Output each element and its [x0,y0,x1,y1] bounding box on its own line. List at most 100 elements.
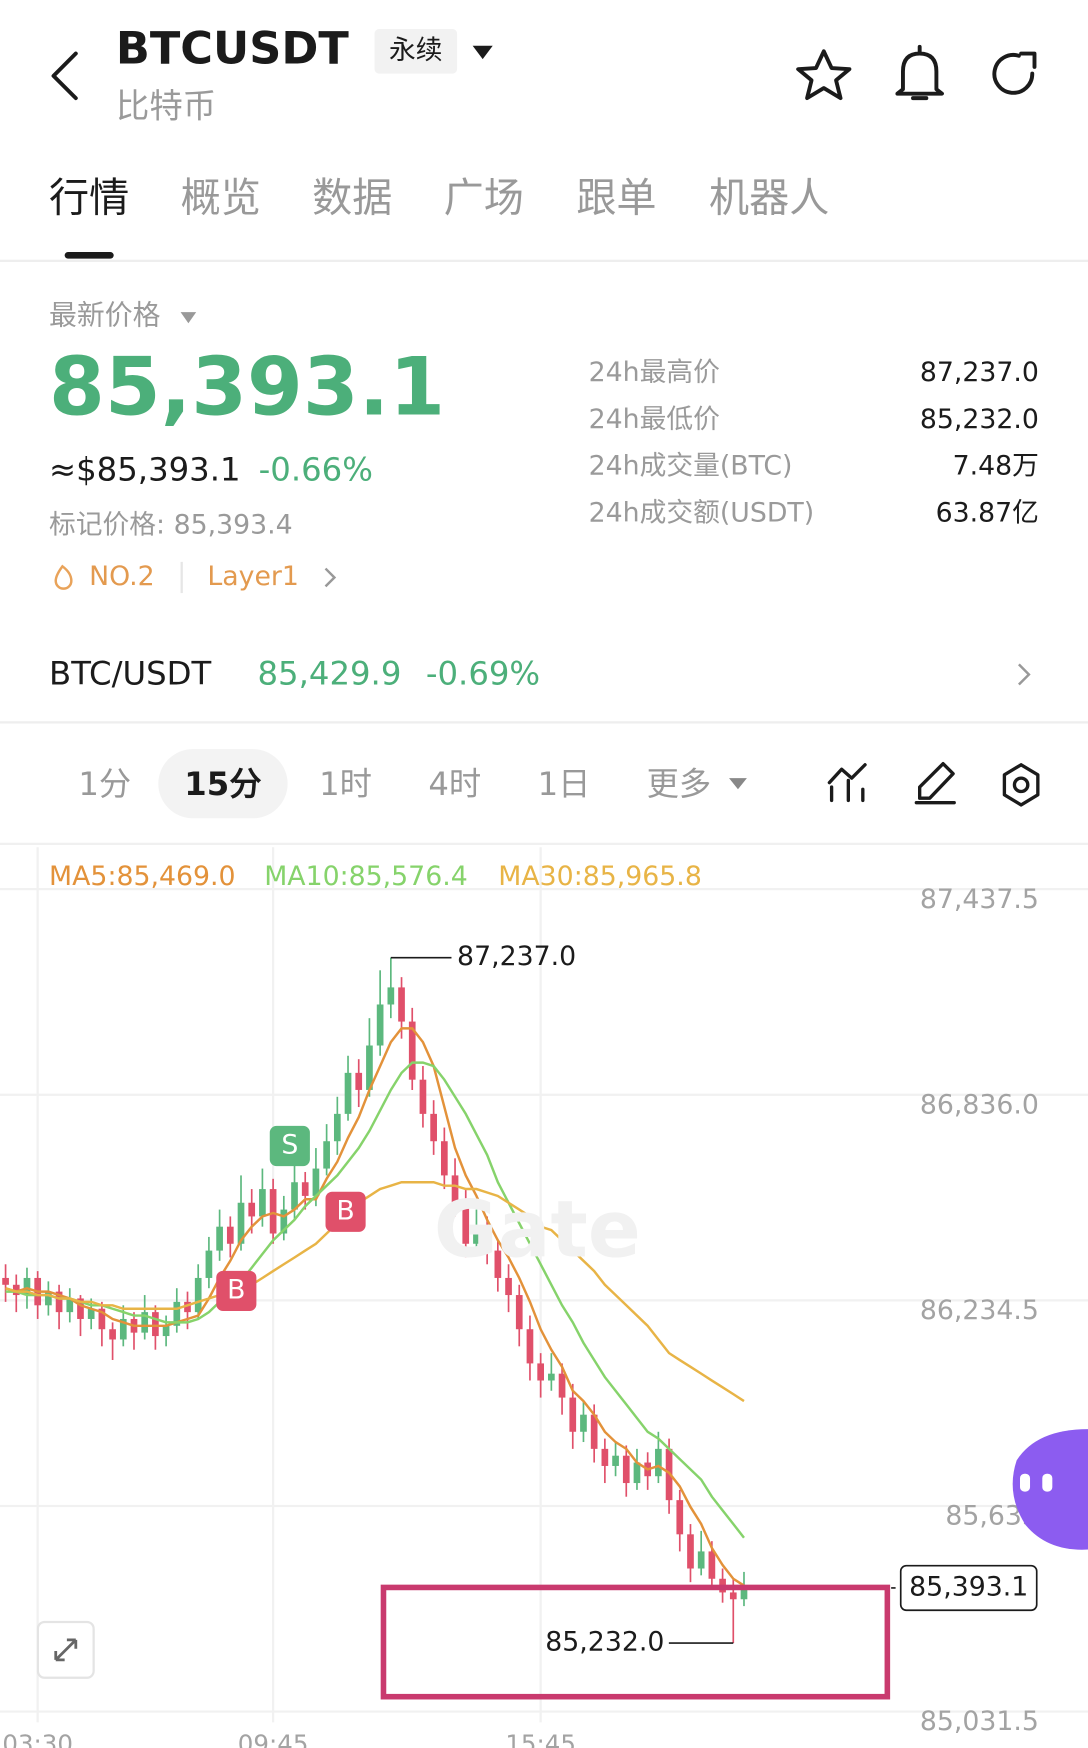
interval[interactable]: 更多 [647,765,712,803]
candle-body [708,1551,716,1579]
stat-label: 24h最低价 [589,404,720,435]
alert-icon[interactable] [895,44,944,101]
tab[interactable]: 广场 [444,176,524,222]
candle-body [23,1277,31,1296]
fire-icon [54,564,73,590]
interval[interactable]: 4时 [428,765,481,803]
draw-icon[interactable] [914,761,956,805]
assistant-eye [1020,1473,1031,1492]
y-tick-label: 86,836.0 [920,1089,1039,1120]
trade-marker-label: S [281,1130,298,1161]
candle-body [376,1004,384,1046]
candle-body [301,1182,309,1196]
interval[interactable]: 1时 [319,765,372,803]
candle-body [173,1301,181,1326]
stat-value: 63.87亿 [936,497,1039,528]
trade-marker-label: B [227,1274,245,1305]
candle-body [312,1168,320,1196]
candle-body [740,1587,748,1600]
dropdown[interactable] [729,778,747,790]
tab[interactable]: 概览 [181,176,261,222]
usd-price: ≈$85,393.1 [49,451,241,489]
fullscreen-icon [54,1638,78,1662]
candle-body [505,1277,512,1296]
change: -0.66% [259,451,373,489]
symbol: BTCUSDT [116,22,349,74]
candle-body [558,1373,566,1398]
candle-body [548,1373,555,1381]
candle-body [216,1226,223,1251]
y-tick-label: 85,031.5 [920,1706,1039,1737]
candle-body [687,1534,694,1569]
legend-entry: MA5:85,469.0 [49,861,236,892]
candle-body [430,1113,437,1142]
ma-line [5,1181,745,1403]
candle-body [729,1592,737,1600]
candle-body [77,1298,84,1319]
interval[interactable]: 15分 [184,765,261,803]
tab[interactable]: 机器人 [709,176,829,222]
spot-pair[interactable]: BTC/USDT [49,655,212,693]
candle-body [55,1291,63,1313]
candle-body [419,1079,427,1114]
candle-body [355,1072,363,1090]
candle-body [248,1202,256,1217]
candle-body [633,1462,641,1484]
indicator-icon[interactable] [827,763,867,803]
interval[interactable]: 1日 [538,765,591,803]
candle-body [526,1329,534,1364]
last-price-label: 85,393.1 [909,1571,1028,1602]
candle-body [569,1397,577,1432]
candle-body [601,1448,609,1466]
ma-line [5,1061,745,1539]
spot-change: -0.69% [426,655,540,693]
favorite-icon[interactable] [796,49,852,101]
dropdown[interactable] [180,312,197,324]
x-tick-label: 09:45 [238,1730,309,1748]
candle-body [483,1226,491,1251]
stat-value: 85,232.0 [920,404,1039,435]
assistant-eye [1042,1473,1053,1492]
tag[interactable]: Layer1 [207,561,299,592]
dropdown[interactable] [472,45,493,60]
candle-body [119,1318,127,1340]
candle-body [323,1141,330,1169]
candle-body [152,1312,159,1337]
candlestick-chart: 85,031.585,63386,234.586,836.087,437.503… [0,847,1088,1748]
candle-body [109,1329,116,1340]
candle-body [194,1277,202,1313]
candle-body [98,1308,106,1330]
chevron [324,567,337,588]
y-tick-label: 87,437.5 [920,884,1039,915]
refresh-icon[interactable] [992,51,1037,95]
contract: 永续 [389,35,443,66]
stat-label: 24h最高价 [589,357,720,388]
candle-body [2,1277,9,1285]
last-price-box [899,1564,1038,1612]
settings-icon[interactable] [1002,763,1040,807]
coin-name: 比特币 [116,87,216,126]
candle-body [451,1175,459,1203]
candle-body [237,1202,245,1244]
tab[interactable]: 行情 [49,176,129,222]
candle-body [612,1455,619,1466]
active-tab-indicator [64,251,114,259]
stat-value: 87,237.0 [920,357,1039,388]
contract-badge [374,29,458,74]
candle-body [515,1295,523,1330]
chevron[interactable] [1018,663,1031,686]
ma-line [5,1027,745,1587]
rank[interactable]: NO.2 [89,561,155,592]
back-button[interactable] [51,51,78,101]
candle-body [580,1414,587,1432]
candle-body [269,1189,277,1234]
legend-entry: MA10:85,576.4 [264,861,468,892]
tab[interactable]: 数据 [312,176,392,222]
settings-icon-dot [1012,776,1030,794]
candle-body [344,1072,352,1114]
tab[interactable]: 跟单 [576,176,656,222]
interval[interactable]: 1分 [78,765,131,803]
low-label: 85,232.0 [545,1627,664,1658]
trade-marker-label: B [336,1195,354,1226]
